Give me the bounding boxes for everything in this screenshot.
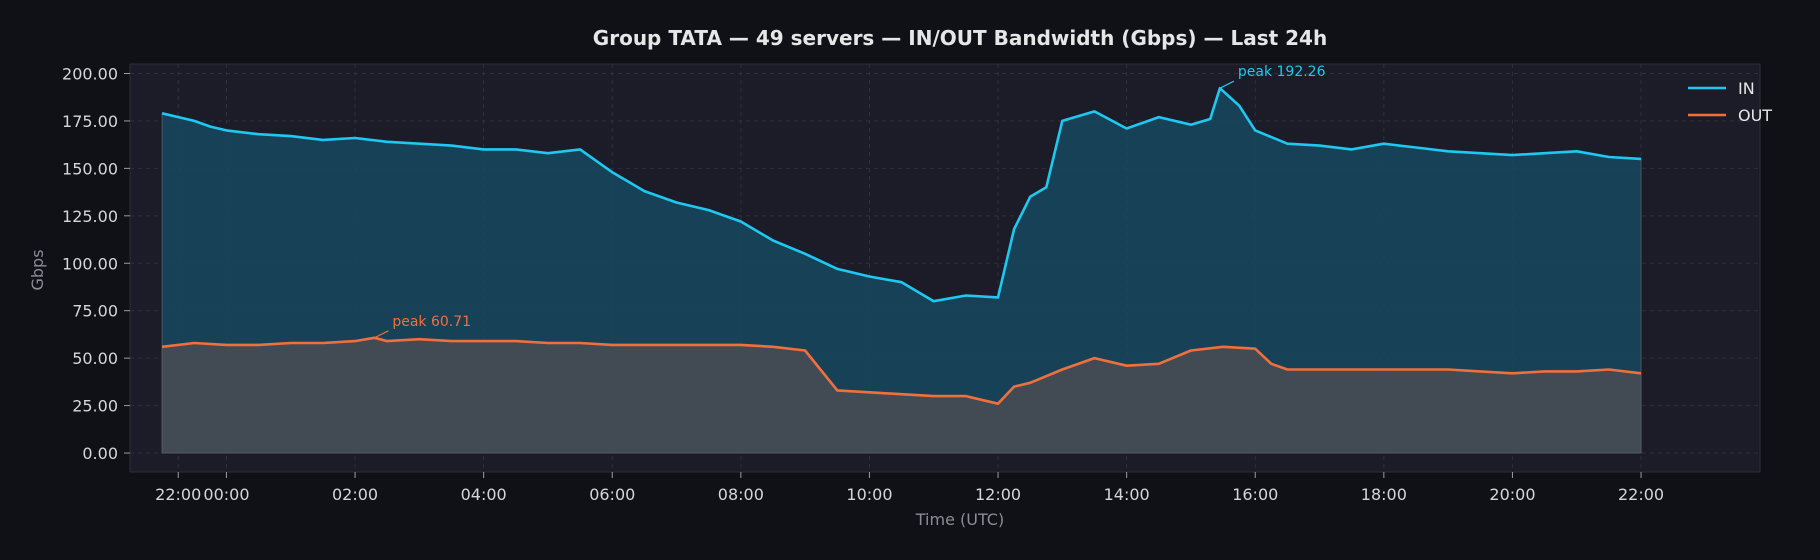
- y-tick-label: 150.00: [62, 159, 118, 178]
- x-tick-label: 22:00: [1618, 485, 1664, 504]
- x-tick-label: 06:00: [589, 485, 635, 504]
- series-lines: [161, 86, 1642, 405]
- y-tick-label: 125.00: [62, 207, 118, 226]
- x-tick-label: 14:00: [1104, 485, 1150, 504]
- series-out-line: [161, 336, 1642, 405]
- legend-label-out: OUT: [1738, 106, 1772, 125]
- x-tick-label: 10:00: [846, 485, 892, 504]
- y-tick-label: 0.00: [82, 444, 118, 463]
- x-tick-label: 16:00: [1232, 485, 1278, 504]
- annotation-pointer: [1219, 80, 1235, 89]
- y-axis-label: Gbps: [28, 249, 47, 290]
- x-tick-label: 04:00: [461, 485, 507, 504]
- peak-annotation-out: peak 60.71: [392, 314, 471, 330]
- x-tick-label: 20:00: [1489, 485, 1535, 504]
- y-tick-labels: 0.00 25.00 50.00 75.00 100.00 125.00 150.00 175…: [62, 64, 130, 463]
- legend-label-in: IN: [1738, 79, 1755, 98]
- x-tick-label: 00:00: [203, 485, 249, 504]
- peak-annotations: peak 192.26 peak 60.71: [374, 64, 1326, 339]
- y-tick-label: 175.00: [62, 112, 118, 131]
- x-tick-labels: 22:00 00:00 02:00 04:00 06:00 08:00 10:00 12:00…: [155, 472, 1664, 504]
- peak-annotation-in: peak 192.26: [1238, 64, 1326, 80]
- y-tick-label: 25.00: [72, 397, 118, 416]
- y-tick-label: 50.00: [72, 349, 118, 368]
- y-tick-label: 75.00: [72, 302, 118, 321]
- series-in-line: [161, 86, 1642, 303]
- x-tick-label: 08:00: [718, 485, 764, 504]
- chart-title: Group TATA — 49 servers — IN/OUT Bandwid…: [593, 26, 1327, 50]
- annotation-pointer: [374, 330, 389, 339]
- x-tick-label: 22:00: [155, 485, 201, 504]
- x-tick-label: 18:00: [1361, 485, 1407, 504]
- y-tick-label: 100.00: [62, 254, 118, 273]
- legend: IN OUT: [1688, 79, 1772, 125]
- x-axis-label: Time (UTC): [915, 510, 1004, 529]
- x-tick-label: 02:00: [332, 485, 378, 504]
- x-tick-label: 12:00: [975, 485, 1021, 504]
- y-tick-label: 200.00: [62, 64, 118, 83]
